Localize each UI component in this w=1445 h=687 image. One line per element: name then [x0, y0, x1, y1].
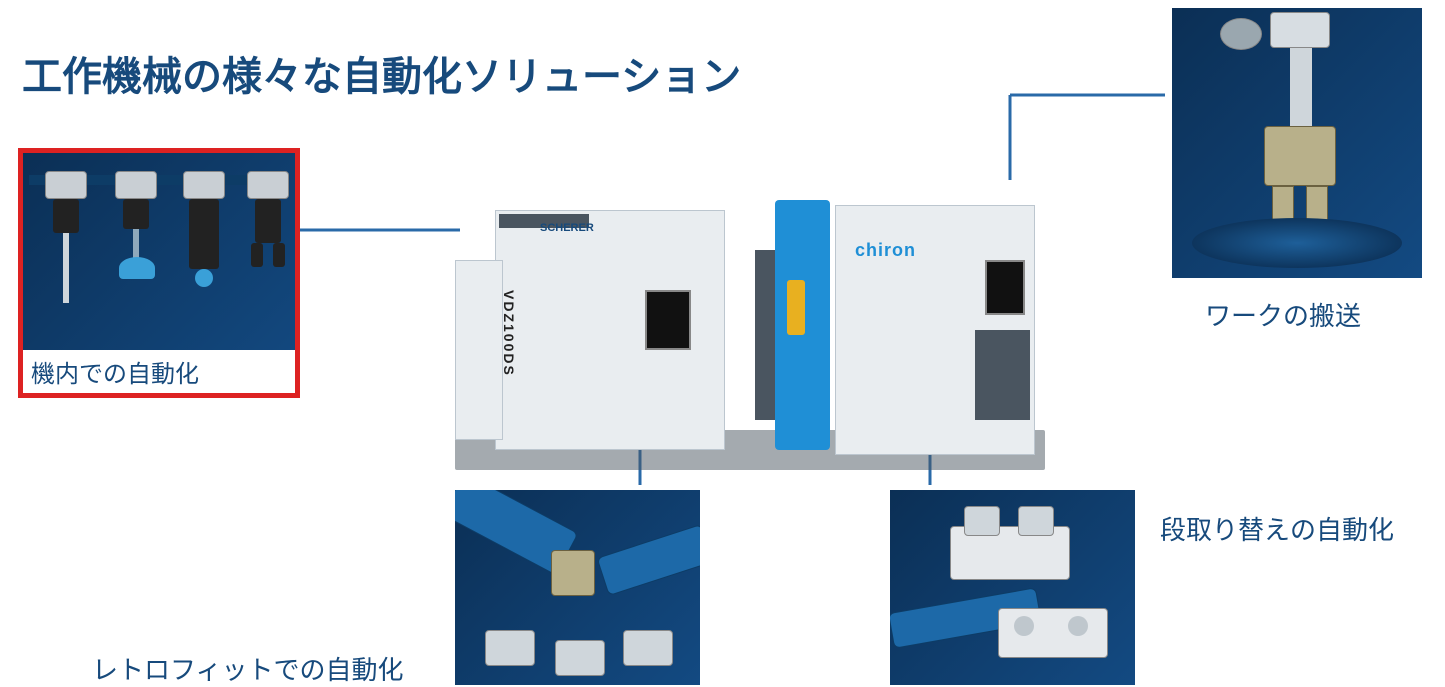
label-setup-change: 段取り替えの自動化 — [1160, 510, 1394, 547]
panel-setup-change — [890, 490, 1135, 685]
brand-left: SCHERER — [540, 222, 594, 234]
panel-internal-automation-label: 機内での自動化 — [23, 350, 295, 393]
brand-right: chiron — [855, 240, 916, 261]
panel-internal-automation: 機内での自動化 — [18, 148, 300, 398]
panel-retrofit — [455, 490, 700, 685]
label-retrofit: レトロフィットでの自動化 — [92, 650, 403, 687]
label-work-transfer: ワークの搬送 — [1205, 296, 1361, 333]
page-title: 工作機械の様々な自動化ソリューション — [22, 44, 741, 102]
center-machine-illustration: VDZ100DS SCHERER chiron — [455, 170, 1045, 480]
machine-side-text: VDZ100DS — [501, 290, 517, 377]
panel-work-transfer — [1172, 8, 1422, 278]
